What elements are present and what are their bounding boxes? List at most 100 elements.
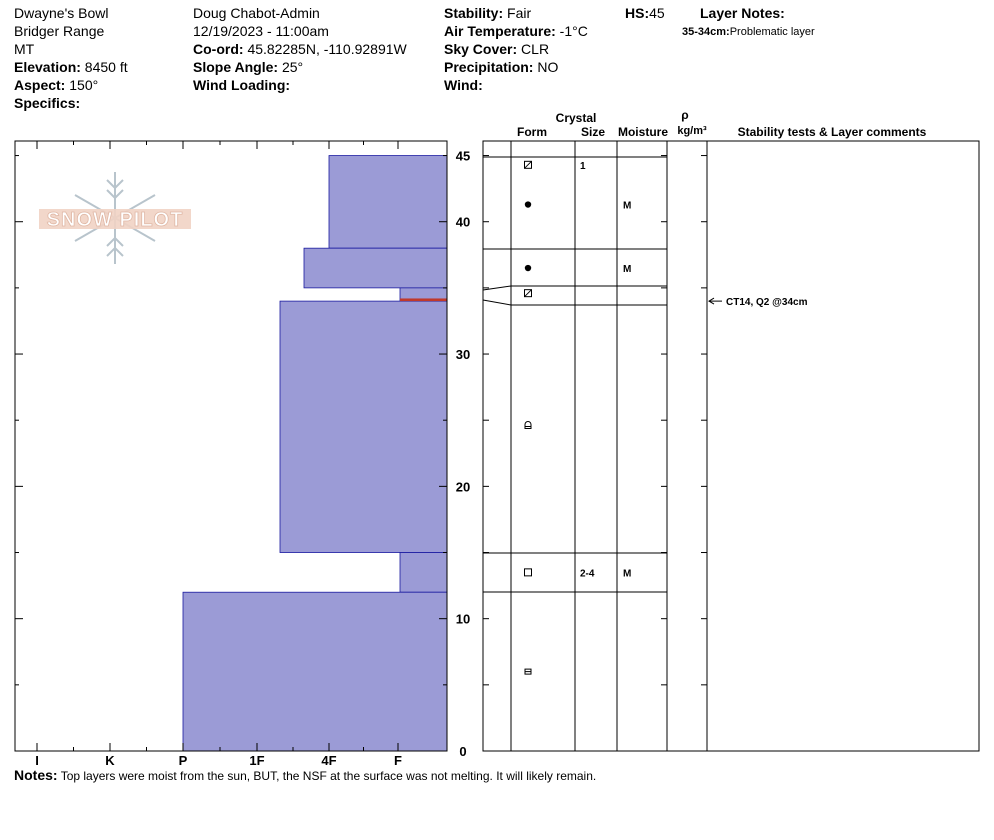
- logo-text: SNOW PILOT: [47, 209, 184, 231]
- coord-label: Co-ord:: [193, 41, 244, 57]
- weather-info: Stability: Fair Air Temperature: -1°C Sk…: [444, 4, 588, 94]
- site-info: Dwayne's Bowl Bridger Range MT Elevation…: [14, 4, 128, 112]
- crystal-header: Crystal: [556, 111, 597, 125]
- hardness-bar-3: [279, 300, 448, 553]
- layer-note-range: 35-34cm:: [682, 26, 730, 38]
- elevation-label: Elevation:: [14, 59, 81, 75]
- precip-row: Precipitation: NO: [444, 58, 588, 76]
- stability-value: Fair: [507, 5, 532, 21]
- notes: Notes: Top layers were moist from the su…: [14, 767, 596, 783]
- snowpilot-logo: SNOW PILOT: [39, 172, 191, 264]
- air-temp-value: -1°C: [559, 23, 588, 39]
- layer-table: 1 M M 2-4 M: [482, 140, 980, 752]
- moisture-value: M: [623, 264, 631, 275]
- layer-note: 35-34cm:Problematic layer: [682, 23, 815, 41]
- wind-label: Wind:: [444, 77, 483, 93]
- hardness-label: F: [394, 753, 402, 768]
- axes: I K P 1F 4F F 0 10 20 30 40 45: [14, 140, 470, 768]
- density-unit-header: kg/m³: [677, 125, 707, 137]
- stability-test-text: CT14, Q2 @34cm: [726, 297, 808, 308]
- plot-frame: [14, 140, 448, 752]
- moisture-value: M: [623, 201, 631, 212]
- depth-hoar-icon: [524, 421, 532, 429]
- observer-name: Doug Chabot-Admin: [193, 5, 320, 21]
- moisture-header: Moisture: [618, 125, 668, 139]
- hardness-bar-1: [303, 247, 448, 289]
- observation-datetime: 12/19/2023 - 11:00am: [193, 23, 329, 39]
- height-label: 20: [456, 479, 470, 494]
- location-name: Dwayne's Bowl: [14, 5, 109, 21]
- weak-layer: [400, 298, 447, 302]
- coord-value: 45.82285N, -110.92891W: [247, 41, 407, 57]
- table-frame: [482, 140, 980, 752]
- stability-test: CT14, Q2 @34cm: [726, 297, 808, 308]
- hardness-label: I: [35, 753, 39, 768]
- precip-label: Precipitation:: [444, 59, 534, 75]
- rho-header: ρ: [681, 108, 688, 122]
- snow-profile-chart: I K P 1F 4F F 0 10 20 30 40 45 SNOW PILOT Crystal F…: [14, 108, 980, 768]
- hardness-bar-0: [328, 155, 448, 249]
- hardness-label: 1F: [249, 753, 264, 768]
- specifics-row: Specifics:: [14, 94, 128, 112]
- facet-rounding-icon: [524, 289, 532, 298]
- facet-icon: [524, 568, 532, 577]
- air-temp-label: Air Temperature:: [444, 23, 556, 39]
- sky-label: Sky Cover:: [444, 41, 518, 57]
- layer-notes-label: Layer Notes:: [700, 5, 785, 21]
- notes-text: Top layers were moist from the sun, BUT,…: [60, 769, 597, 783]
- elevation-value: 8450 ft: [84, 59, 128, 75]
- crystal-size-value: 2-4: [580, 568, 595, 579]
- coord-row: Co-ord: 45.82285N, -110.92891W: [193, 40, 407, 58]
- hs-row: HS:45: [625, 4, 665, 22]
- height-label: 40: [456, 215, 470, 230]
- aspect-value: 150°: [69, 77, 99, 93]
- precip-value: NO: [537, 59, 559, 75]
- layer-notes-title: Layer Notes:: [700, 4, 785, 22]
- range-name: Bridger Range: [14, 23, 105, 39]
- logo-band: [39, 209, 191, 229]
- elevation-row: Elevation: 8450 ft: [14, 58, 128, 76]
- stability-row: Stability: Fair: [444, 4, 588, 22]
- slope-value: 25°: [281, 59, 304, 75]
- melt-form-icon: [524, 201, 532, 208]
- hardness-bar-5: [182, 591, 448, 752]
- arrow-head-icon: [708, 297, 715, 305]
- height-label: 0: [459, 744, 466, 759]
- hardness-label: K: [105, 753, 115, 768]
- state-name: MT: [14, 41, 35, 57]
- slope-label: Slope Angle:: [193, 59, 279, 75]
- sky-row: Sky Cover: CLR: [444, 40, 588, 58]
- stability-header: Stability tests & Layer comments: [738, 125, 927, 139]
- height-label: 45: [456, 149, 470, 164]
- hardness-bars: [182, 155, 448, 752]
- layer-boundary: [482, 299, 667, 306]
- wind-loading-label: Wind Loading:: [193, 77, 291, 93]
- aspect-row: Aspect: 150°: [14, 76, 128, 94]
- notes-label: Notes:: [14, 767, 58, 783]
- moisture-value: M: [623, 568, 631, 579]
- height-label: 30: [456, 347, 470, 362]
- size-header: Size: [581, 125, 605, 139]
- facet-rounding-icon: [524, 160, 532, 169]
- form-header: Form: [517, 125, 547, 139]
- hardness-label: 4F: [321, 753, 336, 768]
- wind-row: Wind:: [444, 76, 588, 94]
- aspect-label: Aspect:: [14, 77, 66, 93]
- layer-note-text: Problematic layer: [729, 26, 815, 38]
- sky-value: CLR: [521, 41, 550, 57]
- slope-row: Slope Angle: 25°: [193, 58, 407, 76]
- specifics-label: Specifics:: [14, 95, 81, 111]
- height-label: 10: [456, 612, 470, 627]
- hs-value: 45: [649, 5, 665, 21]
- hs-label: HS:: [625, 5, 650, 21]
- hardness-bar-4: [399, 552, 448, 593]
- stability-label: Stability:: [444, 5, 504, 21]
- wind-loading-row: Wind Loading:: [193, 76, 407, 94]
- melt-form-icon: [524, 264, 532, 272]
- crust-icon: [524, 668, 532, 675]
- observer-info: Doug Chabot-Admin 12/19/2023 - 11:00am C…: [193, 4, 407, 94]
- crystal-size-value: 1: [580, 161, 586, 172]
- hardness-label: P: [179, 753, 188, 768]
- layer-boundary: [482, 285, 667, 291]
- air-temp-row: Air Temperature: -1°C: [444, 22, 588, 40]
